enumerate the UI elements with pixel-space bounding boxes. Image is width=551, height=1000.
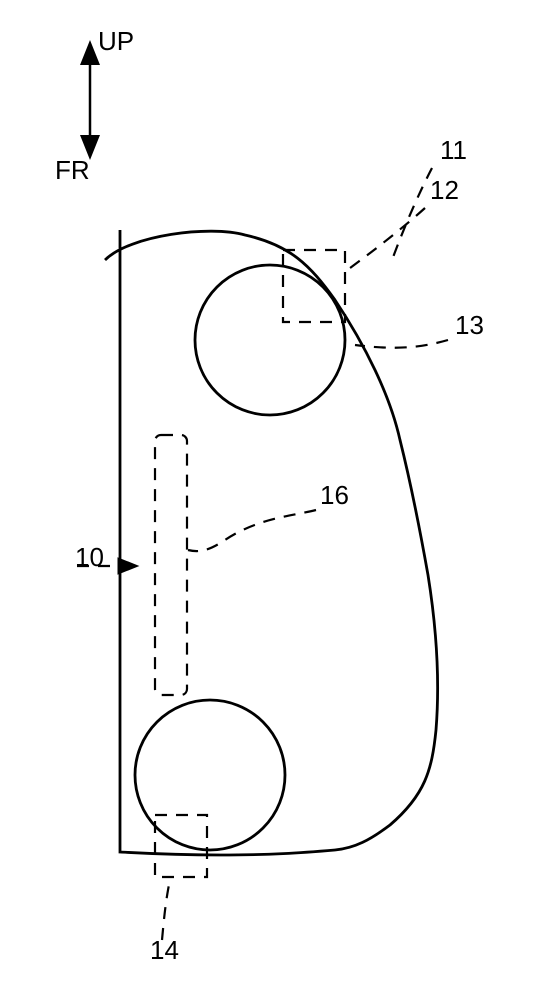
label-11: 11 xyxy=(440,135,467,166)
label-12: 12 xyxy=(430,175,459,206)
label-16: 16 xyxy=(320,480,349,511)
front-wheel xyxy=(135,700,285,850)
label-10: 10 xyxy=(75,542,104,573)
leader-13 xyxy=(355,340,448,348)
label-13: 13 xyxy=(455,310,484,341)
component-rect-16 xyxy=(155,435,187,695)
axis-label-up: UP xyxy=(98,26,134,57)
axis-label-fr: FR xyxy=(55,155,90,186)
leader-12 xyxy=(350,208,425,268)
leader-11 xyxy=(392,168,432,260)
label-14: 14 xyxy=(150,935,179,966)
rear-wheel xyxy=(195,265,345,415)
leader-14 xyxy=(162,880,170,940)
leader-16 xyxy=(188,510,316,551)
